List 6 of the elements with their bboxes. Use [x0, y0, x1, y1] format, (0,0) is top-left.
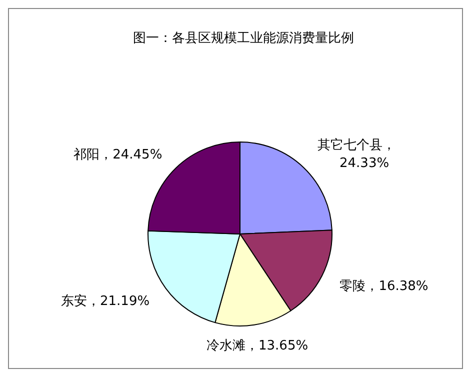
slice-label: 零陵，16.38% [340, 278, 428, 294]
slice-label: 其它七个县，24.33% [318, 137, 396, 172]
chart-title: 图一：各县区规模工业能源消费量比例 [133, 31, 354, 46]
slice-label: 冷水滩，13.65% [206, 338, 308, 354]
slice-label: 东安，21.19% [61, 293, 150, 310]
slice-label: 祁阳，24.45% [74, 147, 162, 162]
